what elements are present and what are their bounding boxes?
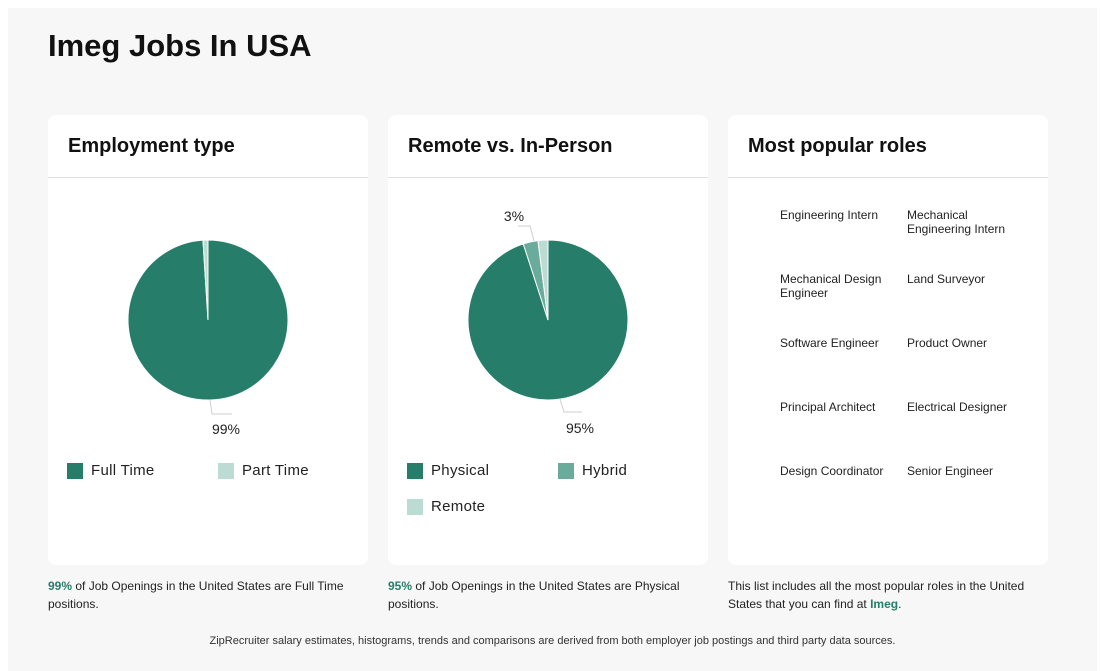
footer-disclaimer: ZipRecruiter salary estimates, histogram… xyxy=(209,635,896,647)
page-title: Imeg Jobs In USA xyxy=(48,28,312,63)
legend-full-time: Full Time xyxy=(67,462,155,479)
role-link[interactable]: Senior Engineer xyxy=(907,464,994,478)
employment-type-card: Employment type 99% Full Time Part Time xyxy=(48,115,368,565)
legend-label-physical: Physical xyxy=(431,462,490,479)
legend-label-part-time: Part Time xyxy=(242,462,309,479)
pie-label-hybrid: 3% xyxy=(504,208,524,224)
role-link[interactable]: Mechanical Design Engineer xyxy=(780,272,882,300)
legend-swatch-full-time xyxy=(67,462,83,479)
role-link[interactable]: Land Surveyor xyxy=(907,272,986,286)
role-link[interactable]: Software Engineer xyxy=(780,336,879,350)
roles-note-end: . xyxy=(898,597,902,611)
pie-leader-line-hybrid xyxy=(518,225,535,242)
role-link[interactable]: Product Owner xyxy=(907,336,988,350)
remote-note-text: of Job Openings in the United States are… xyxy=(388,579,680,611)
legend-label-remote: Remote xyxy=(431,498,486,515)
legend-label-full-time: Full Time xyxy=(91,462,155,479)
employment-type-pie-chart: 99% xyxy=(127,239,289,437)
legend-physical: Physical xyxy=(407,462,489,479)
remote-note: 95% of Job Openings in the United States… xyxy=(388,577,708,613)
legend-remote: Remote xyxy=(407,498,485,515)
popular-roles-card-header: Most popular roles xyxy=(728,115,1048,178)
employment-type-card-header: Employment type xyxy=(48,115,368,178)
remote-vs-in-person-pie-chart: 95% 3% xyxy=(467,208,629,436)
legend-swatch-part-time xyxy=(218,462,234,479)
legend-part-time: Part Time xyxy=(218,462,309,479)
role-link[interactable]: Engineering Intern xyxy=(780,208,879,222)
legend-swatch-physical xyxy=(407,462,423,479)
pie-label-physical: 95% xyxy=(566,420,594,436)
pie-label-full-time: 99% xyxy=(212,421,240,437)
pie-leader-line-full-time xyxy=(209,399,232,415)
pie-slice-remote xyxy=(537,239,549,321)
role-link[interactable]: Principal Architect xyxy=(780,400,876,414)
legend-label-hybrid: Hybrid xyxy=(582,462,628,479)
pie-slice-part-time xyxy=(202,239,209,321)
popular-roles-note: This list includes all the most popular … xyxy=(728,577,1048,613)
role-link[interactable]: Design Coordinator xyxy=(780,464,884,478)
remote-note-highlight: 95% xyxy=(388,579,413,593)
popular-roles-list: Engineering Intern Mechanical Engineerin… xyxy=(780,208,1030,528)
page: Imeg Jobs In USA Employment type 99% Ful… xyxy=(8,8,1097,671)
roles-note-text: This list includes all the most popular … xyxy=(728,579,1025,611)
employment-type-note: 99% of Job Openings in the United States… xyxy=(48,577,368,613)
employment-note-text: of Job Openings in the United States are… xyxy=(48,579,344,611)
employment-type-title: Employment type xyxy=(68,135,235,157)
company-link[interactable]: Imeg xyxy=(870,597,899,611)
legend-hybrid: Hybrid xyxy=(558,462,627,479)
remote-card-header: Remote vs. In-Person xyxy=(388,115,708,178)
pie-leader-line-physical xyxy=(559,398,582,413)
popular-roles-card: Most popular roles Engineering Intern Me… xyxy=(728,115,1048,565)
role-link[interactable]: Mechanical Engineering Intern xyxy=(907,208,1006,236)
legend-swatch-remote xyxy=(407,498,423,515)
role-link[interactable]: Electrical Designer xyxy=(907,400,1008,414)
popular-roles-title: Most popular roles xyxy=(748,135,927,157)
employment-note-highlight: 99% xyxy=(48,579,73,593)
legend-swatch-hybrid xyxy=(558,462,574,479)
remote-vs-in-person-card: Remote vs. In-Person 95% 3% Physical Hyb… xyxy=(388,115,708,565)
remote-card-title: Remote vs. In-Person xyxy=(408,135,613,157)
